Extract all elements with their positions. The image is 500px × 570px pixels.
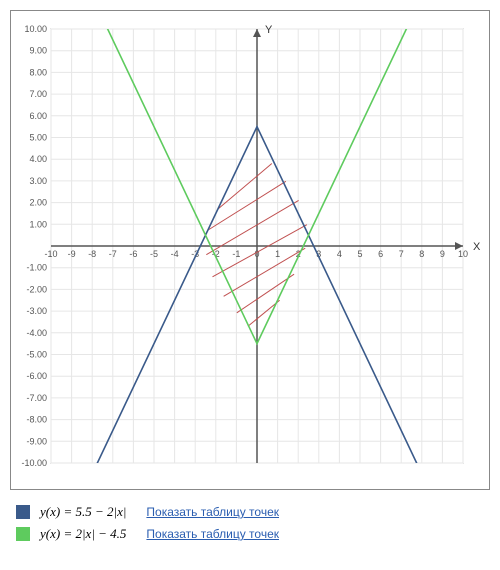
- svg-text:-9: -9: [68, 249, 76, 259]
- legend-row: y(x) = 2|x| − 4.5 Показать таблицу точек: [16, 526, 484, 542]
- chart-plot: -10-9-8-7-6-5-4-3-2-1012345678910-10.00-…: [15, 15, 485, 485]
- legend-swatch-2: [16, 527, 30, 541]
- svg-text:2.00: 2.00: [29, 198, 47, 208]
- svg-text:1.00: 1.00: [29, 219, 47, 229]
- svg-text:7.00: 7.00: [29, 89, 47, 99]
- legend: y(x) = 5.5 − 2|x| Показать таблицу точек…: [10, 490, 490, 554]
- svg-text:6: 6: [378, 249, 383, 259]
- legend-formula-2: y(x) = 2|x| − 4.5: [40, 526, 126, 542]
- svg-text:9: 9: [440, 249, 445, 259]
- svg-text:-2.00: -2.00: [26, 284, 47, 294]
- svg-text:X: X: [473, 241, 481, 253]
- svg-text:4: 4: [337, 249, 342, 259]
- legend-row: y(x) = 5.5 − 2|x| Показать таблицу точек: [16, 504, 484, 520]
- svg-text:-5: -5: [150, 249, 158, 259]
- svg-text:-4.00: -4.00: [26, 328, 47, 338]
- svg-text:-4: -4: [171, 249, 179, 259]
- legend-swatch-1: [16, 505, 30, 519]
- show-table-link-2[interactable]: Показать таблицу точек: [146, 527, 279, 541]
- svg-text:-6: -6: [129, 249, 137, 259]
- svg-text:-1.00: -1.00: [26, 263, 47, 273]
- svg-text:-10: -10: [44, 249, 57, 259]
- svg-text:8.00: 8.00: [29, 67, 47, 77]
- svg-text:1: 1: [275, 249, 280, 259]
- svg-text:7: 7: [399, 249, 404, 259]
- svg-text:-7: -7: [109, 249, 117, 259]
- svg-text:-8: -8: [88, 249, 96, 259]
- svg-text:-5.00: -5.00: [26, 350, 47, 360]
- svg-text:-1: -1: [232, 249, 240, 259]
- svg-text:0: 0: [254, 249, 259, 259]
- svg-text:-9.00: -9.00: [26, 436, 47, 446]
- svg-text:3.00: 3.00: [29, 176, 47, 186]
- svg-text:-10.00: -10.00: [21, 458, 47, 468]
- svg-text:5: 5: [357, 249, 362, 259]
- svg-text:6.00: 6.00: [29, 111, 47, 121]
- svg-text:10: 10: [458, 249, 468, 259]
- legend-formula-1: y(x) = 5.5 − 2|x|: [40, 504, 126, 520]
- svg-text:5.00: 5.00: [29, 133, 47, 143]
- svg-text:10.00: 10.00: [24, 24, 47, 34]
- svg-text:Y: Y: [265, 24, 273, 36]
- svg-text:-7.00: -7.00: [26, 393, 47, 403]
- svg-text:9.00: 9.00: [29, 46, 47, 56]
- svg-text:-3.00: -3.00: [26, 306, 47, 316]
- show-table-link-1[interactable]: Показать таблицу точек: [146, 505, 279, 519]
- svg-text:4.00: 4.00: [29, 154, 47, 164]
- svg-text:-6.00: -6.00: [26, 371, 47, 381]
- svg-text:8: 8: [419, 249, 424, 259]
- svg-text:-8.00: -8.00: [26, 415, 47, 425]
- chart-frame: -10-9-8-7-6-5-4-3-2-1012345678910-10.00-…: [10, 10, 490, 490]
